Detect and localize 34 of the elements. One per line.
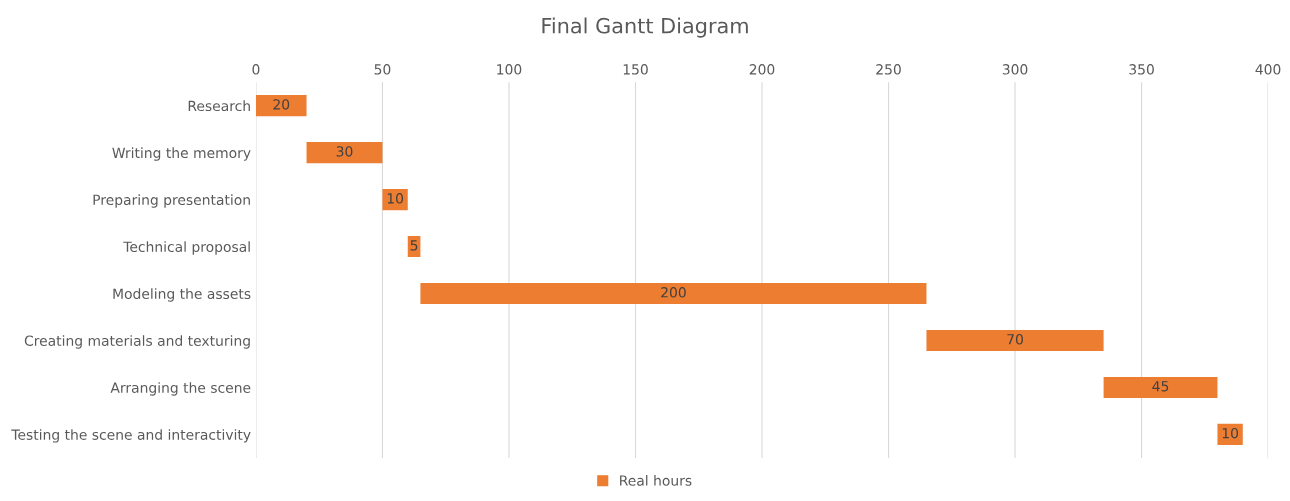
y-tick-label: Preparing presentation: [93, 194, 250, 208]
chart-title: Final Gantt Diagram: [542, 17, 748, 38]
x-tick-label: 300: [1002, 64, 1028, 75]
data-label: 10: [387, 193, 404, 204]
y-tick-label: Arranging the scene: [110, 382, 251, 396]
bar: [1217, 423, 1243, 445]
data-label: 30: [336, 146, 353, 157]
data-label: 5: [410, 240, 418, 251]
bar: [382, 189, 408, 211]
bar: [306, 142, 383, 164]
data-label: 200: [661, 287, 686, 298]
x-tick-label: 400: [1255, 64, 1281, 75]
x-tick-label: 50: [374, 64, 391, 75]
x-tick-label: 100: [497, 64, 522, 75]
data-label: 10: [1222, 427, 1239, 439]
x-tick-label: 250: [876, 64, 901, 75]
y-tick-label: Research: [188, 100, 250, 112]
legend-label: Real hours: [620, 475, 692, 486]
y-tick-label: Creating materials and texturing: [24, 335, 250, 349]
y-tick-label: Writing the memory: [112, 147, 251, 161]
data-label: 20: [273, 99, 290, 110]
bar: [255, 95, 307, 117]
x-tick-label: 0: [252, 64, 260, 75]
y-tick-label: Testing the scene and interactivity: [11, 429, 251, 443]
bar: [926, 329, 1104, 352]
y-tick-label: Modeling the assets: [113, 288, 251, 302]
bar: [1103, 376, 1218, 399]
data-label: 45: [1152, 381, 1169, 392]
x-tick-label: 200: [749, 64, 775, 75]
x-tick-label: 350: [1129, 64, 1154, 75]
bar: [420, 282, 927, 305]
y-tick-label: Technical proposal: [123, 241, 250, 255]
data-label: 70: [1007, 334, 1023, 345]
x-tick-label: 150: [623, 64, 648, 75]
